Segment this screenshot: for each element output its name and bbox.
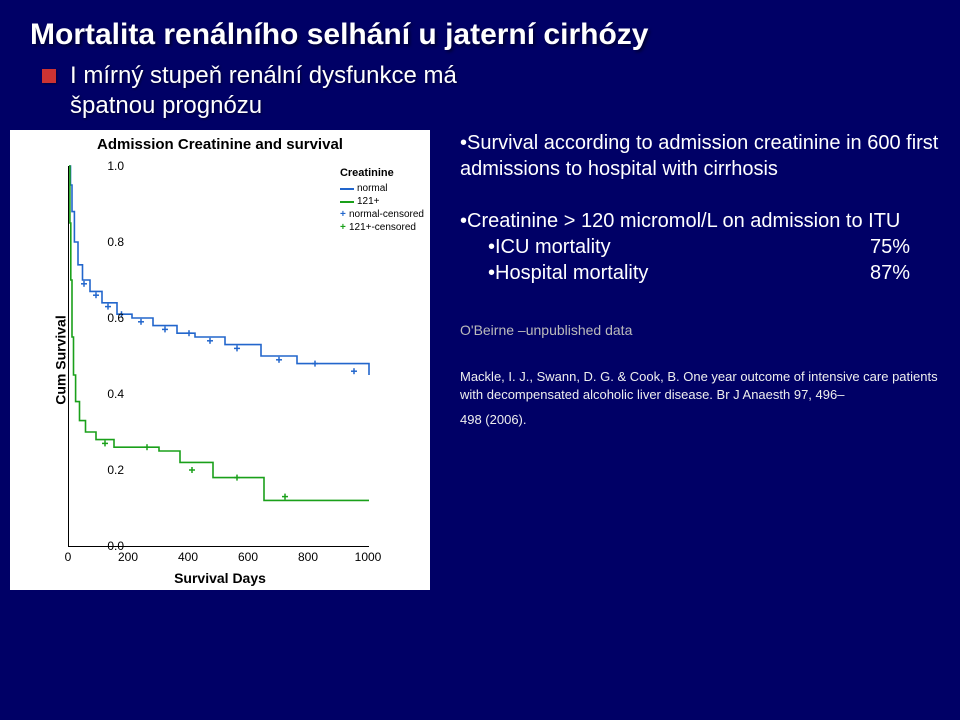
curve-normal bbox=[69, 166, 369, 375]
x-tick-label: 600 bbox=[238, 550, 258, 564]
x-tick-label: 0 bbox=[65, 550, 72, 564]
chart-title: Admission Creatinine and survival bbox=[10, 136, 430, 153]
threshold-block: •Creatinine > 120 micromol/L on admissio… bbox=[460, 208, 940, 286]
survival-note: •Survival according to admission creatin… bbox=[460, 130, 940, 182]
slide-title: Mortalita renálního selhání u jaterní ci… bbox=[0, 0, 960, 58]
bullet-item: I mírný stupeň renální dysfunkce má bbox=[0, 58, 960, 92]
plot-area bbox=[68, 166, 369, 547]
chart-legend: Creatinine normal121++normal-censored+12… bbox=[340, 166, 424, 234]
legend-title: Creatinine bbox=[340, 166, 424, 180]
bullet-continuation: špatnou prognózu bbox=[0, 92, 960, 120]
mortality-row: •Hospital mortality87% bbox=[460, 260, 940, 286]
survival-chart: Admission Creatinine and survival Cum Su… bbox=[10, 130, 430, 590]
legend-item: 121+ bbox=[340, 195, 424, 208]
y-tick-label: 1.0 bbox=[107, 159, 124, 173]
curve-121+ bbox=[69, 166, 369, 500]
x-tick-label: 400 bbox=[178, 550, 198, 564]
survival-curves bbox=[69, 166, 369, 546]
legend-item: +121+-censored bbox=[340, 221, 424, 234]
y-tick-label: 0.2 bbox=[107, 463, 124, 477]
y-tick-label: 0.8 bbox=[107, 235, 124, 249]
mortality-row: •ICU mortality75% bbox=[460, 234, 940, 260]
bullet-square-icon bbox=[42, 69, 56, 83]
legend-item: normal bbox=[340, 182, 424, 195]
x-tick-label: 1000 bbox=[355, 550, 382, 564]
citation: Mackle, I. J., Swann, D. G. & Cook, B. O… bbox=[460, 368, 940, 429]
x-tick-label: 800 bbox=[298, 550, 318, 564]
y-tick-label: 0.4 bbox=[107, 387, 124, 401]
x-tick-label: 200 bbox=[118, 550, 138, 564]
y-tick-label: 0.6 bbox=[107, 311, 124, 325]
x-axis-label: Survival Days bbox=[10, 570, 430, 586]
y-axis-label: Cum Survival bbox=[53, 315, 69, 404]
bullet-text: I mírný stupeň renální dysfunkce má bbox=[70, 62, 457, 90]
unpublished-note: O'Beirne –unpublished data bbox=[460, 322, 940, 338]
legend-item: +normal-censored bbox=[340, 208, 424, 221]
